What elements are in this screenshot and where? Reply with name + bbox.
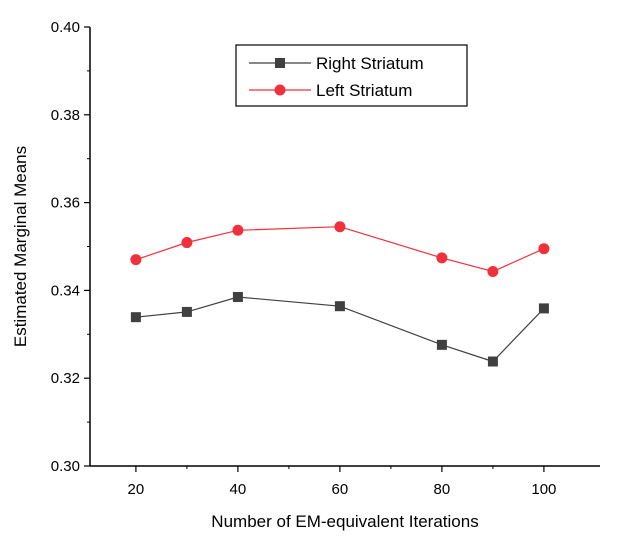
legend-marker-left-striatum <box>274 84 286 96</box>
data-point-left-striatum <box>436 252 448 264</box>
x-axis-title: Number of EM-equivalent Iterations <box>211 512 478 531</box>
legend-label-left-striatum: Left Striatum <box>316 81 412 100</box>
data-point-right-striatum <box>538 303 549 314</box>
data-point-left-striatum <box>334 221 346 233</box>
y-tick-label: 0.30 <box>51 458 80 475</box>
y-tick-label: 0.34 <box>51 282 80 299</box>
data-point-right-striatum <box>130 312 141 323</box>
x-tick-label: 80 <box>434 481 451 498</box>
data-point-right-striatum <box>181 306 192 317</box>
y-tick-label: 0.40 <box>51 19 80 36</box>
data-point-right-striatum <box>334 301 345 312</box>
series-right-striatum <box>130 291 549 367</box>
data-point-left-striatum <box>487 266 499 278</box>
data-point-right-striatum <box>487 356 498 367</box>
y-axis-title: Estimated Marginal Means <box>11 146 30 347</box>
x-tick-label: 40 <box>230 481 247 498</box>
data-point-right-striatum <box>232 291 243 302</box>
data-point-left-striatum <box>181 237 193 249</box>
series-line-left-striatum <box>135 226 545 273</box>
legend-box <box>235 44 468 107</box>
y-tick-label: 0.32 <box>51 370 80 387</box>
legend-label-right-striatum: Right Striatum <box>316 54 424 73</box>
x-tick-label: 100 <box>531 481 556 498</box>
data-point-right-striatum <box>436 339 447 350</box>
y-tick-label: 0.36 <box>51 195 80 212</box>
legend-marker-right-striatum <box>275 58 285 68</box>
x-tick-label: 60 <box>332 481 349 498</box>
series-left-striatum <box>130 221 550 278</box>
y-tick-label: 0.38 <box>51 107 80 124</box>
data-point-left-striatum <box>130 254 142 266</box>
data-point-left-striatum <box>232 224 244 236</box>
x-tick-label: 20 <box>128 481 145 498</box>
data-point-left-striatum <box>538 243 550 255</box>
